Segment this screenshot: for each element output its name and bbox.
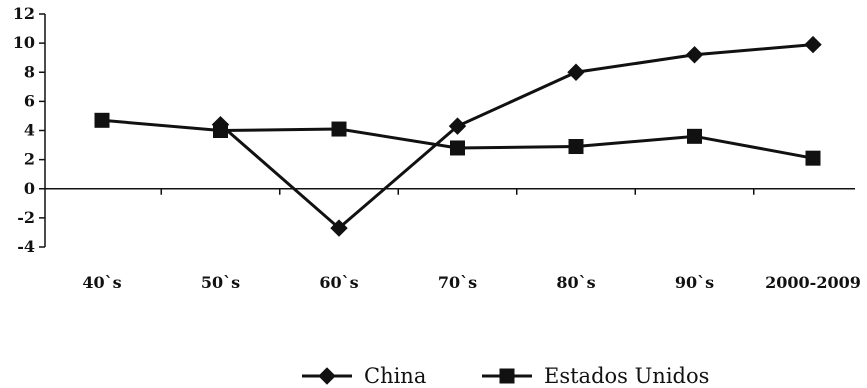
data-point [568, 139, 584, 155]
legend-item: Estados Unidos [482, 364, 709, 388]
y-tick-label: 10 [13, 33, 35, 52]
data-point [567, 63, 585, 81]
legend-marker [499, 368, 515, 384]
x-tick-label: 80`s [556, 273, 595, 292]
legend-marker [318, 367, 336, 385]
x-tick-label: 70`s [438, 273, 477, 292]
x-tick-label: 2000-2009 [765, 273, 861, 292]
x-tick-label: 40`s [82, 273, 121, 292]
series-0 [211, 35, 822, 237]
series-layer [94, 35, 822, 237]
data-point [331, 121, 347, 137]
legend-item: China [302, 364, 426, 388]
y-tick-label: 0 [24, 179, 35, 198]
y-tick-label: 12 [13, 4, 35, 23]
x-tick-label: 90`s [675, 273, 714, 292]
y-tick-label: -2 [17, 208, 35, 227]
y-tick-label: 8 [24, 62, 35, 81]
data-point [687, 128, 702, 144]
legend-label: China [364, 364, 426, 388]
y-axis: -4 -2 0 2 4 6 8 10 12 [13, 4, 46, 256]
legend-label: Estados Unidos [544, 364, 709, 388]
data-point [448, 117, 467, 135]
data-point [330, 219, 348, 237]
data-point [804, 35, 822, 54]
y-tick-label: -4 [17, 237, 35, 256]
data-point [685, 46, 704, 64]
y-tick-label: 4 [24, 121, 35, 140]
y-tick-label: 6 [24, 91, 35, 110]
series-line [219, 43, 814, 231]
data-point [94, 112, 110, 128]
data-point [450, 140, 465, 156]
y-tick-label: 2 [24, 150, 35, 169]
x-tick-label: 60`s [319, 273, 358, 292]
x-tick-label: 50`s [201, 273, 240, 292]
data-point [805, 150, 821, 166]
data-point [213, 123, 228, 138]
series-1 [94, 112, 821, 166]
legend: China Estados Unidos [302, 364, 709, 388]
x-axis: 40`s 50`s 60`s 70`s 80`s 90`s 2000-2009 [45, 188, 861, 292]
